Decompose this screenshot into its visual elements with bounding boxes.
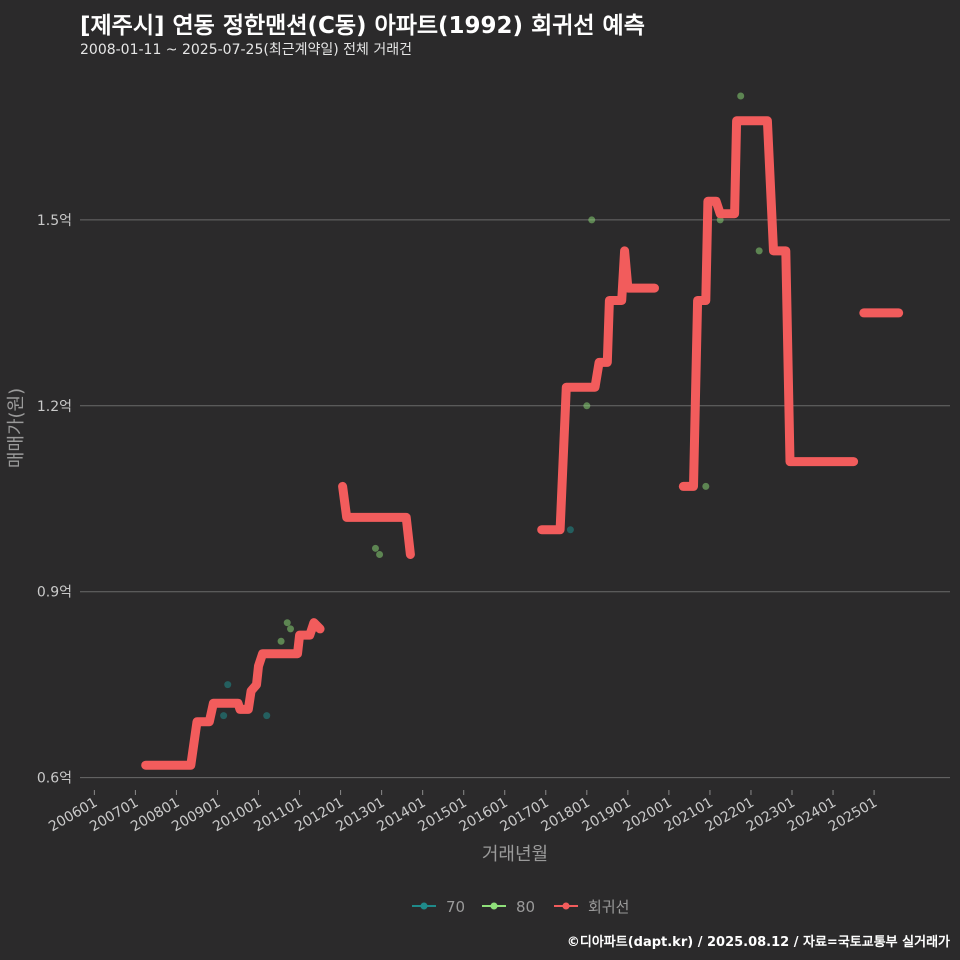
data-point-80	[737, 92, 745, 100]
data-point-80	[588, 216, 596, 224]
data-point-70	[220, 712, 228, 720]
y-axis-label: 매매가(원)	[6, 388, 27, 468]
y-tick-label: 0.9억	[37, 585, 72, 601]
legend-key-dot	[420, 902, 428, 910]
data-point-80	[287, 625, 295, 633]
series-80	[277, 92, 763, 645]
x-axis-ticks: 2006012007012008012009012010012011012012…	[46, 790, 880, 835]
data-point-70	[224, 681, 232, 689]
regression-line	[141, 116, 904, 770]
gridlines	[80, 219, 950, 779]
regression-segment	[141, 618, 325, 770]
legend-label: 70	[446, 898, 465, 916]
data-point-80	[583, 402, 591, 410]
data-point-80	[283, 619, 291, 627]
data-point-80	[376, 551, 384, 559]
y-axis-ticks: 0.6억 0.9억 1.2억 1.5억	[37, 213, 72, 787]
data-point-80	[702, 482, 710, 490]
data-point-70	[566, 526, 574, 534]
regression-segment	[678, 116, 859, 491]
source-caption: ©디아파트(dapt.kr) / 2025.08.12 / 자료=국토교통부 실…	[566, 935, 950, 950]
chart-subtitle: 2008-01-11 ~ 2025-07-25(최근계약일) 전체 거래건	[80, 42, 412, 58]
data-point-70	[263, 712, 271, 720]
legend-label: 회귀선	[588, 898, 629, 916]
legend-key-dot	[562, 902, 570, 910]
chart-title: [제주시] 연동 정한맨션(C동) 아파트(1992) 회귀선 예측	[80, 13, 645, 39]
x-axis-label: 거래년월	[482, 844, 548, 865]
series-70	[220, 526, 574, 720]
legend-key-dot	[490, 902, 498, 910]
data-point-80	[277, 637, 285, 645]
regression-segment	[338, 481, 415, 559]
y-tick-label: 1.5억	[37, 213, 72, 229]
y-tick-label: 1.2억	[37, 399, 72, 415]
data-point-80	[755, 247, 763, 255]
regression-segment	[537, 246, 659, 535]
legend-label: 80	[516, 898, 535, 916]
data-point-80	[371, 544, 379, 552]
legend: 70 80 회귀선	[412, 898, 629, 916]
y-tick-label: 0.6억	[37, 771, 72, 787]
